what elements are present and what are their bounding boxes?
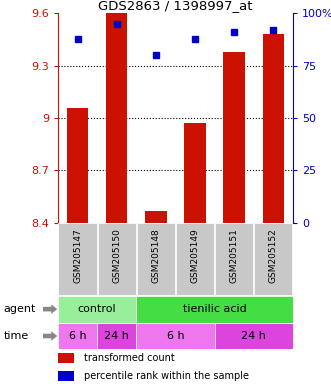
Bar [58, 353, 74, 362]
Text: GSM205152: GSM205152 [269, 228, 278, 283]
Text: tienilic acid: tienilic acid [183, 304, 247, 314]
Bar [145, 210, 166, 223]
Bar [136, 296, 293, 323]
Text: 24 h: 24 h [104, 331, 129, 341]
Text: agent: agent [3, 304, 36, 314]
Bar [97, 323, 136, 349]
Text: GSM205149: GSM205149 [191, 228, 200, 283]
Bar [254, 223, 293, 295]
Bar [223, 52, 245, 223]
Bar [184, 123, 206, 223]
Text: GSM205148: GSM205148 [151, 228, 160, 283]
Bar [214, 323, 293, 349]
Bar [137, 223, 175, 295]
Bar [262, 34, 284, 223]
Bar [106, 13, 127, 223]
Bar [67, 108, 88, 223]
Text: GSM205147: GSM205147 [73, 228, 82, 283]
Text: control: control [78, 304, 117, 314]
Bar [176, 223, 214, 295]
Text: 6 h: 6 h [69, 331, 86, 341]
Bar [98, 223, 136, 295]
Bar [58, 323, 97, 349]
Text: transformed count: transformed count [84, 353, 174, 363]
Text: 24 h: 24 h [241, 331, 266, 341]
Bar [58, 296, 136, 323]
Text: time: time [3, 331, 28, 341]
Bar [136, 323, 214, 349]
Text: percentile rank within the sample: percentile rank within the sample [84, 371, 249, 381]
Text: GSM205150: GSM205150 [112, 228, 121, 283]
Text: GSM205151: GSM205151 [230, 228, 239, 283]
Text: 6 h: 6 h [166, 331, 184, 341]
Title: GDS2863 / 1398997_at: GDS2863 / 1398997_at [98, 0, 253, 12]
Bar [215, 223, 253, 295]
Bar [58, 371, 74, 381]
Bar [58, 223, 97, 295]
